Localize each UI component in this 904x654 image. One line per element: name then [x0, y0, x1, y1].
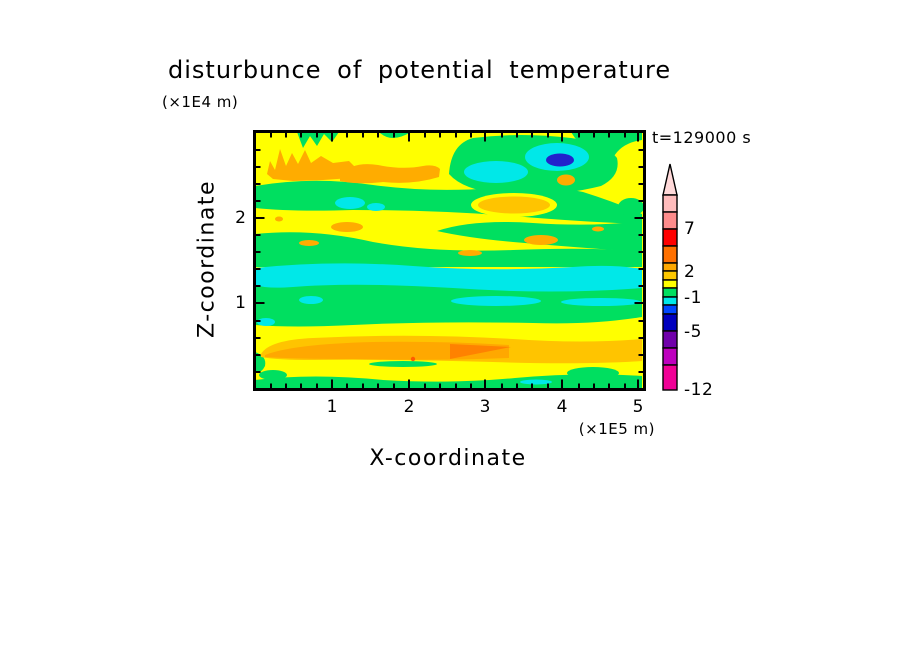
cb-seg-6: [662, 279, 678, 289]
contour-darkblue-core: [546, 153, 574, 167]
colorbar-arrow-tip: [662, 163, 678, 196]
colorbar-label-m1: -1: [684, 288, 702, 308]
contour-orange-blobs: [267, 149, 604, 256]
x-axis-unit: (×1E5 m): [578, 420, 655, 438]
colorbar: [662, 163, 678, 391]
cb-seg-3: [662, 245, 678, 264]
x-tick-label-4: 4: [556, 397, 568, 417]
x-major-ticks: [331, 132, 639, 389]
cb-seg-1: [662, 211, 678, 230]
cb-seg-2: [662, 228, 678, 247]
cb-seg-11: [662, 330, 678, 349]
cb-seg-4: [662, 262, 678, 272]
colorbar-label-2: 2: [684, 262, 696, 282]
y-major-ticks: [255, 217, 644, 304]
cb-seg-7: [662, 287, 678, 298]
cb-seg-0: [662, 194, 678, 213]
colorbar-label-m5: -5: [684, 322, 702, 342]
contour-deeporange-wedge: [450, 344, 511, 359]
y-axis-label: Z-coordinate: [194, 180, 220, 338]
cb-seg-13: [662, 364, 678, 391]
cb-seg-12: [662, 347, 678, 366]
x-tick-label-5: 5: [632, 397, 644, 417]
y-tick-label-1: 1: [235, 293, 246, 313]
contour-cyan-dash: [520, 379, 552, 385]
cb-seg-8: [662, 296, 678, 306]
x-tick-label-1: 1: [326, 397, 338, 417]
y-axis-unit: (×1E4 m): [162, 93, 239, 111]
cb-seg-10: [662, 313, 678, 332]
cb-seg-9: [662, 304, 678, 315]
x-minor-ticks: [270, 132, 626, 389]
axis-ticks: [255, 132, 644, 389]
y-tick-label-2: 2: [235, 208, 246, 228]
y-minor-ticks: [255, 149, 644, 373]
contour-midorange-core: [265, 341, 509, 360]
x-axis-label: X-coordinate: [369, 446, 527, 471]
x-tick-label-3: 3: [479, 397, 491, 417]
chart-title: disturbunce of potential temperature: [168, 56, 672, 84]
colorbar-label-m12: -12: [684, 380, 714, 400]
colorbar-label-7: 7: [684, 219, 696, 239]
timestamp-label: t=129000 s: [652, 128, 752, 147]
contour-plot: [253, 130, 646, 391]
contour-red-speck: [410, 356, 416, 362]
plot-frame: [253, 130, 646, 391]
contour-green-bottom: [255, 361, 642, 388]
cb-seg-5: [662, 270, 678, 281]
x-tick-label-2: 2: [403, 397, 415, 417]
